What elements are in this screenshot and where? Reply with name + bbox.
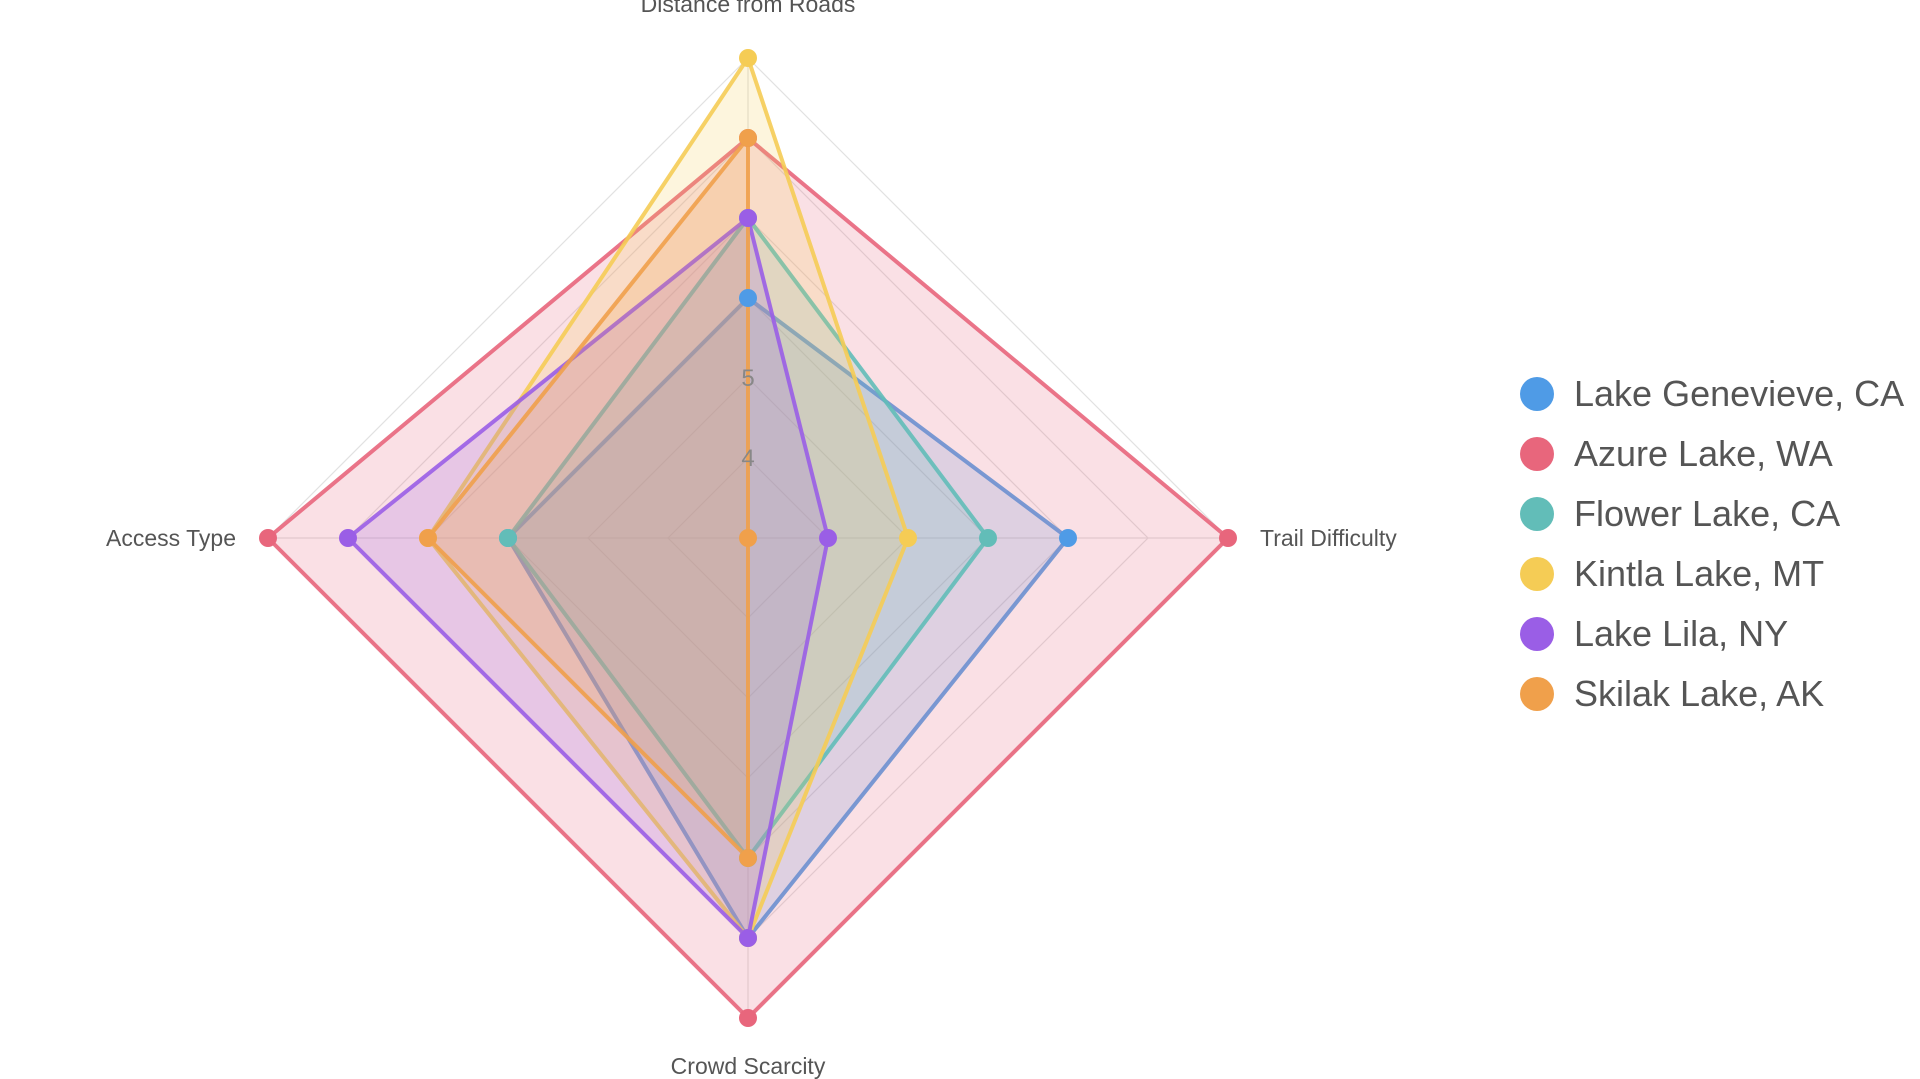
axis-label: Access Type <box>106 525 236 551</box>
data-point <box>339 529 357 547</box>
data-point <box>979 529 997 547</box>
legend-swatch <box>1520 557 1554 591</box>
legend-item[interactable]: Skilak Lake, AK <box>1520 664 1904 724</box>
legend-item[interactable]: Kintla Lake, MT <box>1520 544 1904 604</box>
data-point <box>739 49 757 67</box>
data-point <box>739 289 757 307</box>
data-point <box>899 529 917 547</box>
axis-label: Trail Difficulty <box>1260 525 1397 551</box>
legend-swatch <box>1520 377 1554 411</box>
legend-label: Kintla Lake, MT <box>1574 553 1825 594</box>
data-point <box>739 129 757 147</box>
legend-item[interactable]: Lake Lila, NY <box>1520 604 1904 664</box>
legend-label: Skilak Lake, AK <box>1574 673 1825 714</box>
data-point <box>739 849 757 867</box>
axis-labels: Distance from Roads Trail Difficulty Crowd… <box>106 0 1397 1079</box>
data-point <box>819 529 837 547</box>
legend-label: Lake Genevieve, CA <box>1574 373 1905 414</box>
legend-label: Flower Lake, CA <box>1574 493 1841 534</box>
data-point <box>739 929 757 947</box>
data-point <box>499 529 517 547</box>
chart-legend: Lake Genevieve, CA Azure Lake, WA Flower L… <box>1520 364 1904 724</box>
legend-item[interactable]: Azure Lake, WA <box>1520 424 1904 484</box>
legend-label: Azure Lake, WA <box>1574 433 1833 474</box>
data-point <box>259 529 277 547</box>
tick-label: 5 <box>741 365 754 392</box>
data-point <box>419 529 437 547</box>
data-point <box>739 529 757 547</box>
tick-label: 4 <box>741 445 754 472</box>
data-point <box>1059 529 1077 547</box>
axis-label: Distance from Roads <box>641 0 856 17</box>
legend-swatch <box>1520 437 1554 471</box>
legend-item[interactable]: Lake Genevieve, CA <box>1520 364 1904 424</box>
legend-swatch <box>1520 677 1554 711</box>
legend-swatch <box>1520 497 1554 531</box>
data-point <box>1219 529 1237 547</box>
legend-label: Lake Lila, NY <box>1574 613 1789 654</box>
series-layer <box>259 49 1237 1027</box>
legend-item[interactable]: Flower Lake, CA <box>1520 484 1904 544</box>
data-point <box>739 209 757 227</box>
axis-label: Crowd Scarcity <box>671 1053 826 1079</box>
tick-labels: 45 <box>741 365 754 472</box>
legend-swatch <box>1520 617 1554 651</box>
data-point <box>739 1009 757 1027</box>
